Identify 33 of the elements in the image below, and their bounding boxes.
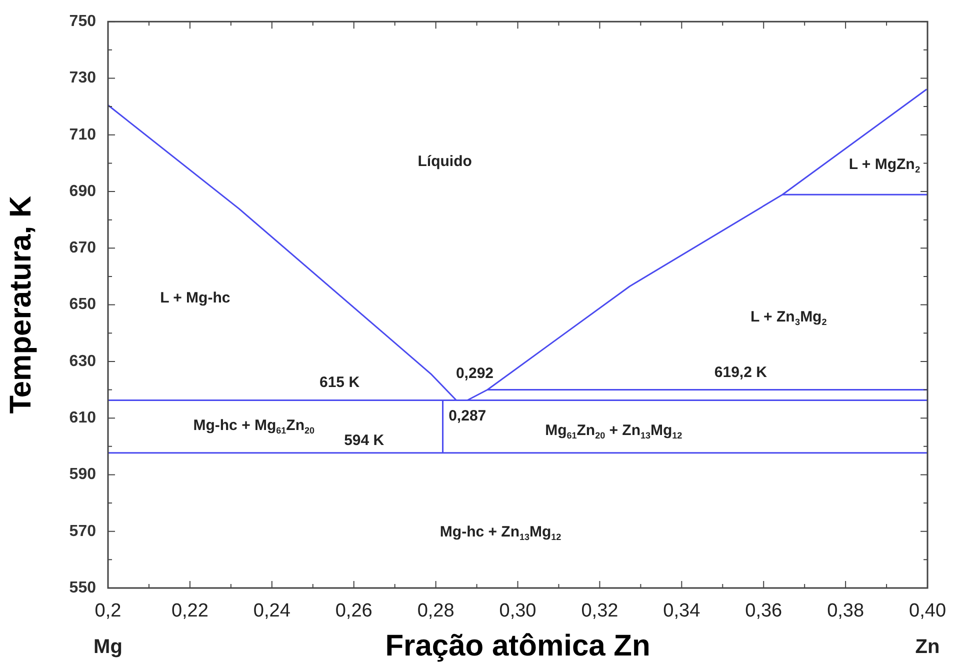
- y-tick-label: 710: [69, 126, 96, 144]
- y-tick-label: 690: [69, 182, 96, 200]
- x-tick-label: 0,34: [663, 600, 701, 622]
- y-tick-label: 550: [69, 579, 96, 596]
- x-axis-title: Fração atômica Zn: [385, 629, 650, 662]
- x-tick-label: 0,26: [335, 600, 372, 622]
- y-axis-title: Temperatura, K: [4, 196, 38, 414]
- text: Mg: [94, 636, 122, 658]
- x-tick-label: 0,24: [253, 600, 291, 622]
- x-tick-label: 0,38: [827, 600, 864, 622]
- annotation: 0,292: [456, 365, 494, 382]
- text: Zn: [915, 636, 940, 658]
- annotation: Líquido: [418, 153, 472, 170]
- y-tick-label: 630: [69, 352, 96, 370]
- x-tick-label: 0,28: [417, 600, 454, 622]
- annotation: 594 K: [344, 432, 384, 449]
- y-tick-label: 570: [69, 522, 96, 540]
- y-tick-label: 590: [69, 466, 96, 484]
- x-tick-label: 0,30: [499, 600, 536, 622]
- x-tick-label: 0,22: [171, 600, 208, 622]
- x-tick-label: 0,36: [745, 600, 782, 622]
- annotation: 615 K: [320, 374, 360, 392]
- annotation: 0,287: [448, 408, 486, 425]
- annotation: L + Mg-hc: [160, 289, 230, 306]
- x-tick-label: 0,2: [94, 600, 122, 622]
- y-tick-label: 670: [69, 240, 96, 257]
- y-tick-label: 650: [69, 296, 96, 314]
- y-tick-label: 610: [69, 409, 96, 426]
- x-tick-label: 0,32: [581, 600, 618, 622]
- x-tick-label: 0,40: [909, 600, 946, 622]
- annotation: 619,2 K: [714, 364, 768, 381]
- y-tick-label: 750: [69, 13, 96, 30]
- y-tick-label: 730: [69, 70, 96, 87]
